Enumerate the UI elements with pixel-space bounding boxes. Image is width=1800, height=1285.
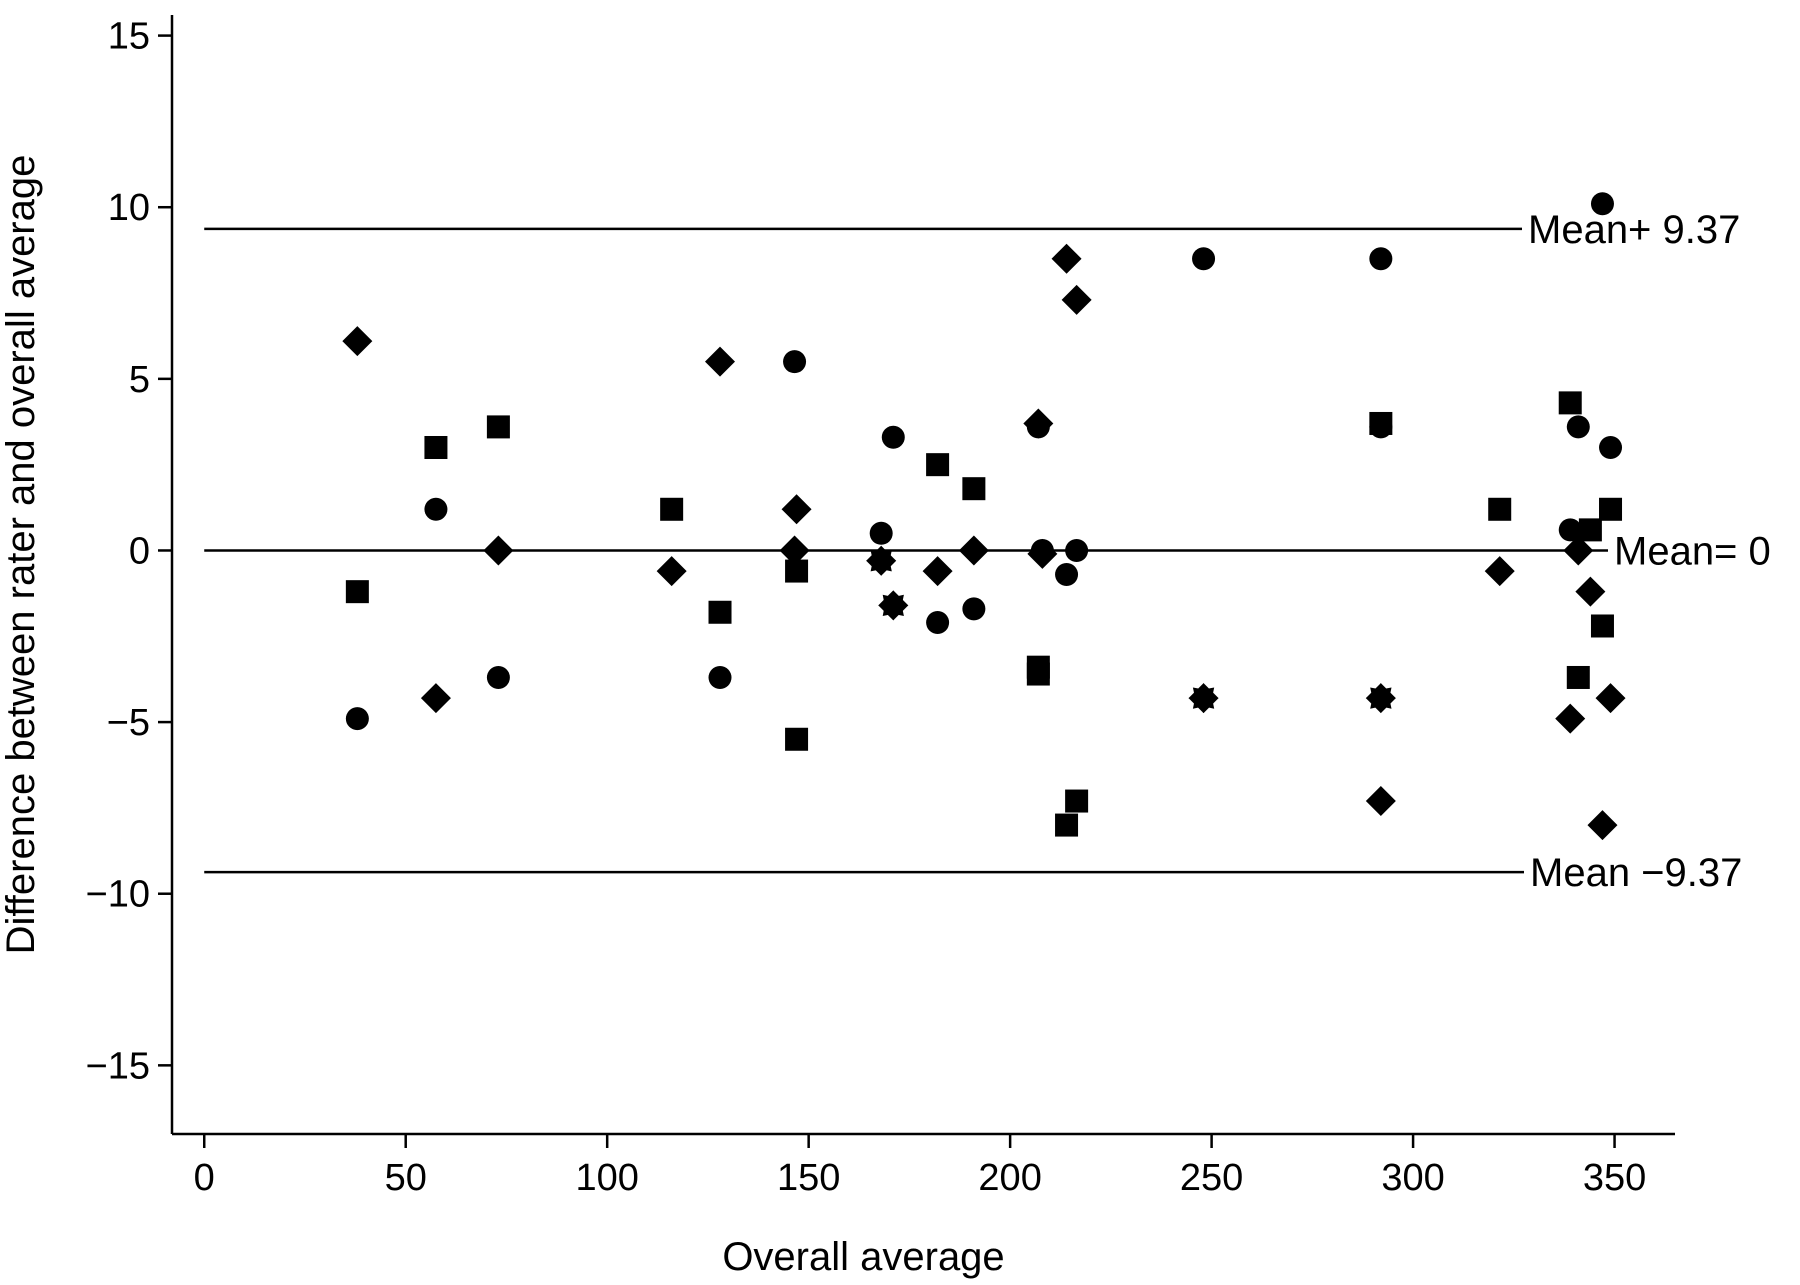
x-tick-label: 200 (978, 1157, 1041, 1199)
plot-area (170, 15, 1675, 1136)
reference-line-label: Mean+ 9.37 (1528, 208, 1740, 252)
x-tick-label: 100 (575, 1157, 638, 1199)
data-point-star (1365, 683, 1396, 714)
data-point-circle (1566, 415, 1590, 439)
y-tick-label: 15 (108, 16, 150, 58)
data-point-circle (486, 665, 510, 689)
data-point-circle (869, 521, 893, 545)
data-point-square (345, 580, 369, 604)
x-tick-label: 50 (385, 1157, 427, 1199)
x-tick-label: 150 (777, 1157, 840, 1199)
data-point-circle (1599, 435, 1623, 459)
data-point-circle (1590, 192, 1614, 216)
data-point-circle (708, 665, 732, 689)
data-point-diamond (420, 683, 451, 714)
data-point-circle (783, 350, 807, 374)
data-point-star (1188, 683, 1219, 714)
y-tick-label: −10 (86, 874, 150, 916)
data-point-diamond (656, 556, 687, 587)
data-point-diamond (1563, 535, 1594, 566)
data-point-square (1599, 497, 1623, 521)
data-point-circle (1369, 247, 1393, 271)
y-tick-label: −5 (107, 702, 150, 744)
data-point-diamond (1555, 703, 1586, 734)
y-tick-label: 5 (129, 359, 150, 401)
data-point-circle (1026, 415, 1050, 439)
data-point-circle (424, 497, 448, 521)
data-point-diamond (1575, 576, 1606, 607)
data-point-diamond (1365, 786, 1396, 817)
data-point-square (1488, 497, 1512, 521)
reference-line-label: Mean −9.37 (1530, 851, 1742, 895)
data-point-square (660, 497, 684, 521)
y-tick-label: −15 (86, 1045, 150, 1087)
data-point-square (1566, 665, 1590, 689)
data-point-square (1590, 614, 1614, 638)
data-point-diamond (922, 556, 953, 587)
x-tick-label: 250 (1180, 1157, 1243, 1199)
data-point-star (866, 545, 897, 576)
y-tick-label: 10 (108, 187, 150, 229)
data-point-diamond (1595, 683, 1626, 714)
data-point-diamond (342, 326, 373, 357)
data-point-circle (1055, 563, 1079, 586)
y-tick-label: 0 (129, 530, 150, 572)
data-point-diamond (483, 535, 514, 566)
data-point-square (1578, 518, 1602, 542)
x-tick-label: 350 (1583, 1157, 1646, 1199)
data-point-diamond (958, 535, 989, 566)
data-point-diamond (705, 346, 736, 377)
data-point-square (1065, 789, 1089, 813)
data-point-square (1558, 391, 1582, 415)
data-point-square (424, 435, 448, 459)
data-point-circle (926, 611, 950, 635)
data-point-circle (1030, 538, 1054, 562)
data-point-square (1055, 813, 1079, 837)
data-point-diamond (781, 494, 812, 525)
data-points (342, 192, 1626, 841)
data-point-square (708, 600, 732, 624)
data-point-circle (345, 707, 369, 731)
data-point-square (1369, 411, 1393, 435)
data-point-square (785, 727, 809, 751)
data-point-circle (1192, 247, 1216, 271)
data-point-diamond (1484, 556, 1515, 587)
y-axis-title: Difference between rater and overall ave… (0, 155, 43, 955)
data-point-circle (1558, 518, 1582, 542)
data-point-circle (881, 425, 905, 449)
data-point-square (486, 415, 510, 439)
data-point-diamond (1587, 810, 1618, 841)
data-point-square (926, 453, 950, 477)
data-point-circle (1065, 538, 1089, 562)
data-point-circle (962, 597, 986, 621)
reference-line-label: Mean= 0 (1614, 529, 1771, 573)
data-point-star (878, 590, 909, 621)
data-point-square (785, 559, 809, 583)
data-point-diamond (1061, 284, 1092, 315)
data-point-diamond (1051, 243, 1082, 274)
x-axis-title: Overall average (722, 1235, 1004, 1279)
data-point-square (962, 477, 986, 501)
x-tick-label: 300 (1381, 1157, 1444, 1199)
reference-lines: Mean+ 9.37 Mean= 0 Mean −9.37 (204, 208, 1771, 895)
data-point-diamond (779, 535, 810, 566)
x-tick-label: 0 (194, 1157, 215, 1199)
data-point-square (1026, 662, 1050, 686)
